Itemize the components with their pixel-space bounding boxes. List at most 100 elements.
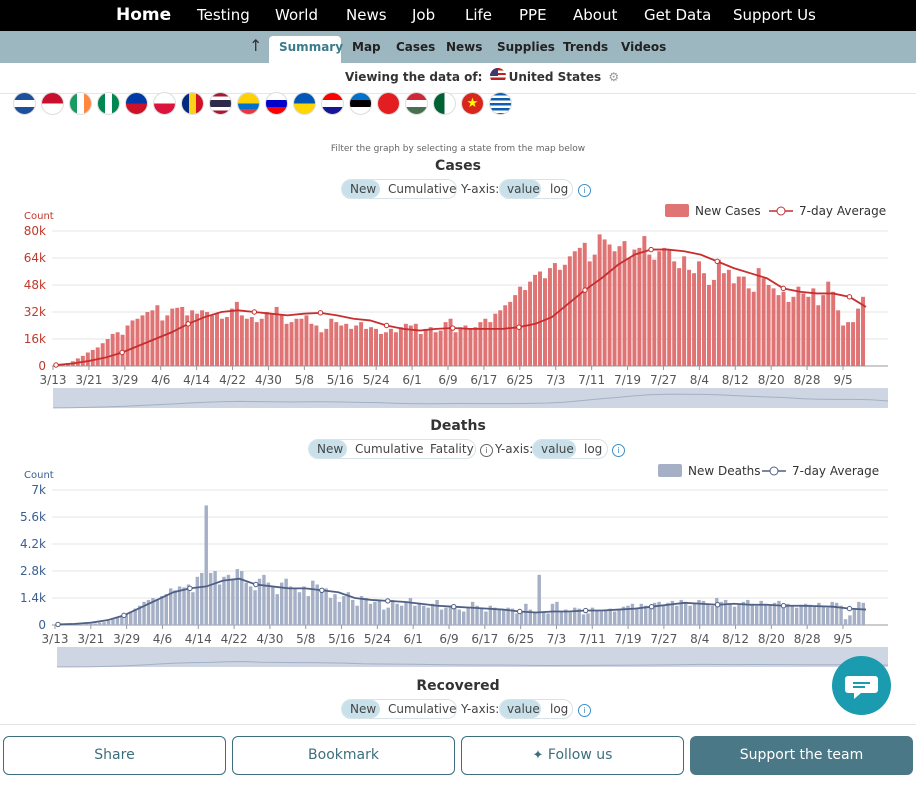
bar xyxy=(733,607,736,625)
flag-estonia-icon[interactable] xyxy=(349,92,372,115)
support-team-button[interactable]: Support the team xyxy=(690,736,913,775)
flag-poland-icon[interactable] xyxy=(153,92,176,115)
recovered-yaxis-label: Y-axis: xyxy=(461,702,499,716)
gear-icon[interactable]: ⚙ xyxy=(608,70,619,84)
tab-news[interactable]: News xyxy=(446,40,482,54)
bar xyxy=(483,319,487,366)
arrow-up-icon[interactable]: ↑ xyxy=(249,36,262,55)
flag-honduras-icon[interactable] xyxy=(13,92,36,115)
nav-home[interactable]: Home xyxy=(116,5,171,25)
flag-philippines-icon[interactable] xyxy=(125,92,148,115)
tab-cases[interactable]: Cases xyxy=(396,40,435,54)
bar xyxy=(359,322,363,366)
bar xyxy=(767,285,771,366)
nav-testing[interactable]: Testing xyxy=(197,6,250,24)
average-point xyxy=(318,311,322,315)
viewing-country-name[interactable]: United States xyxy=(509,70,602,84)
flag-ecuador-icon[interactable] xyxy=(237,92,260,115)
bookmark-button[interactable]: Bookmark xyxy=(232,736,455,775)
info-icon[interactable]: i xyxy=(578,704,591,717)
bar xyxy=(808,605,811,625)
bar xyxy=(848,615,851,625)
nav-life[interactable]: Life xyxy=(465,6,492,24)
bar xyxy=(755,606,758,625)
nav-news[interactable]: News xyxy=(346,6,387,24)
fatality-info-icon[interactable]: i xyxy=(480,444,493,457)
bar xyxy=(801,293,805,366)
legend-line-label: 7-day Average xyxy=(799,204,886,218)
bar xyxy=(339,326,343,367)
recovered-new-option[interactable]: New xyxy=(350,702,376,716)
deaths-new-option[interactable]: New xyxy=(317,442,343,456)
y-tick-label: 32k xyxy=(24,305,46,319)
cases-scale-toggle: value log xyxy=(499,179,573,199)
nav-about[interactable]: About xyxy=(573,6,617,24)
tab-videos[interactable]: Videos xyxy=(621,40,666,54)
chat-button[interactable] xyxy=(832,656,891,715)
flag-greece-icon[interactable] xyxy=(489,92,512,115)
flag-vietnam-icon[interactable]: ★ xyxy=(461,92,484,115)
flag-nigeria-icon[interactable] xyxy=(97,92,120,115)
x-tick-label: 3/29 xyxy=(113,632,140,646)
nav-get-data[interactable]: Get Data xyxy=(644,6,711,24)
nav-ppe[interactable]: PPE xyxy=(519,6,547,24)
cases-log-option[interactable]: log xyxy=(550,182,568,196)
bar xyxy=(853,610,856,625)
tab-summary[interactable]: Summary xyxy=(269,36,341,63)
nav-support-us[interactable]: Support Us xyxy=(733,6,816,24)
tab-supplies[interactable]: Supplies xyxy=(497,40,555,54)
legend-bars-swatch xyxy=(658,464,682,477)
bar xyxy=(822,606,825,625)
bar xyxy=(462,612,465,626)
flag-ireland-icon[interactable] xyxy=(69,92,92,115)
bar xyxy=(349,329,353,366)
deaths-value-option[interactable]: value xyxy=(541,442,574,456)
flag-indonesia-icon[interactable] xyxy=(41,92,64,115)
info-icon[interactable]: i xyxy=(578,184,591,197)
cases-cumulative-option[interactable]: Cumulative xyxy=(388,182,457,196)
bar xyxy=(804,604,807,625)
follow-us-button[interactable]: ✦ Follow us xyxy=(461,736,684,775)
bar xyxy=(466,608,469,625)
flag-ukraine-icon[interactable] xyxy=(293,92,316,115)
bar xyxy=(200,573,203,625)
flag-thailand-icon[interactable] xyxy=(209,92,232,115)
cases-value-option[interactable]: value xyxy=(507,182,540,196)
bar xyxy=(111,619,114,625)
legend-bars-label: New Cases xyxy=(695,204,761,218)
x-tick-label: 5/8 xyxy=(295,373,314,387)
recovered-cumulative-option[interactable]: Cumulative xyxy=(388,702,457,716)
flag-slovenia-icon[interactable] xyxy=(265,92,288,115)
x-tick-label: 6/17 xyxy=(470,373,497,387)
flag-romania-icon[interactable] xyxy=(181,92,204,115)
flag-algeria-icon[interactable] xyxy=(433,92,456,115)
x-tick-label: 8/28 xyxy=(794,373,821,387)
flag-croatia-icon[interactable] xyxy=(321,92,344,115)
bar xyxy=(389,329,393,366)
flag-hungary-icon[interactable] xyxy=(405,92,428,115)
deaths-fatality-option[interactable]: Fatality xyxy=(430,442,474,456)
bar xyxy=(533,275,537,366)
tab-trends[interactable]: Trends xyxy=(563,40,608,54)
bar xyxy=(267,583,270,625)
bar xyxy=(102,622,105,625)
bar xyxy=(131,320,135,366)
info-icon[interactable]: i xyxy=(612,444,625,457)
x-tick-label: 3/29 xyxy=(111,373,138,387)
recovered-value-option[interactable]: value xyxy=(507,702,540,716)
cases-new-option[interactable]: New xyxy=(350,182,376,196)
bar xyxy=(542,612,545,626)
share-button[interactable]: Share xyxy=(3,736,226,775)
bar xyxy=(260,319,264,366)
tab-map[interactable]: Map xyxy=(352,40,381,54)
recovered-log-option[interactable]: log xyxy=(550,702,568,716)
deaths-log-option[interactable]: log xyxy=(584,442,602,456)
flag-albania-icon[interactable] xyxy=(377,92,400,115)
nav-world[interactable]: World xyxy=(275,6,318,24)
bar xyxy=(513,295,517,366)
bar xyxy=(861,297,865,366)
nav-job[interactable]: Job xyxy=(412,6,435,24)
bar xyxy=(768,605,771,625)
deaths-cumulative-option[interactable]: Cumulative xyxy=(355,442,424,456)
average-point xyxy=(649,247,653,251)
